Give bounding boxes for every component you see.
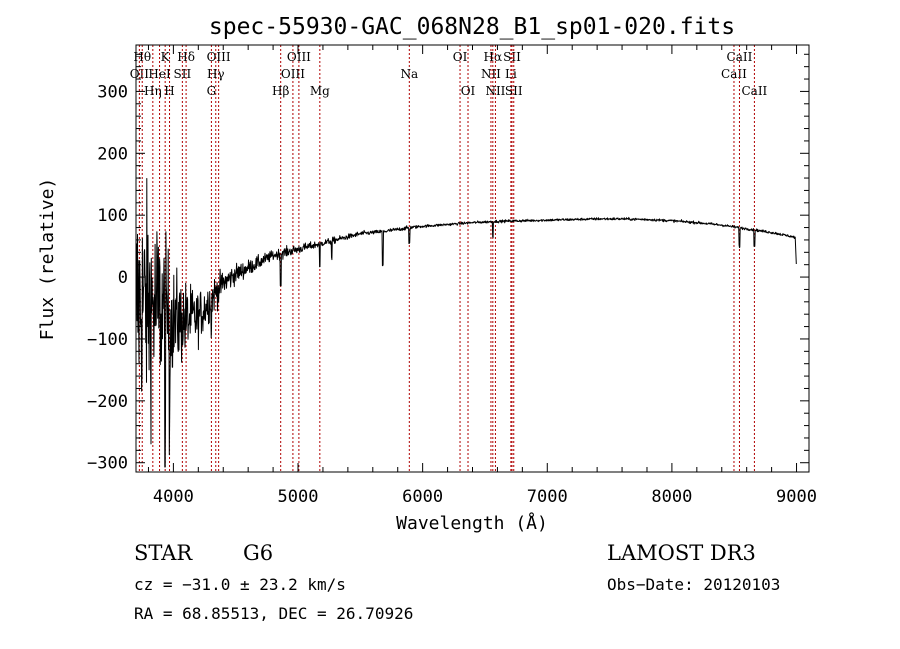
object-subclass: G6 [243,541,273,565]
survey-name: LAMOST DR3 [607,541,756,565]
y-tick-label: −100 [87,330,128,350]
spectral-line-label: OIII [281,67,305,81]
spectral-line-label: SII [174,67,192,81]
x-tick-label: 7000 [527,487,568,507]
spectral-line-label: Hβ [272,84,289,98]
spectral-line-label: Mg [310,84,330,98]
spectral-line-label: NII [485,84,505,98]
spectral-line-label: Hη [144,84,162,98]
y-tick-label: 300 [97,82,128,102]
spectral-line-label: K [161,50,171,64]
spectral-line-label: G [207,84,217,98]
spectral-line-label: OII [130,67,150,81]
spectral-line-label: HeI [148,67,171,81]
spectral-line-label: Hα [484,50,503,64]
x-tick-label: 8000 [651,487,692,507]
spectral-line-label: OIII [207,50,231,64]
spectral-line-label: Hγ [207,67,225,81]
spectral-line-label: CaII [741,84,767,98]
spectral-line-label: OI [453,50,468,64]
spectral-line-label: Hδ [177,50,195,64]
spectral-line-label: H [164,84,174,98]
y-tick-label: 0 [118,268,128,288]
spectral-line-label: Hθ [133,50,151,64]
spectral-line-label: Li [505,67,517,81]
observation-date: Obs−Date: 20120103 [607,575,780,594]
y-axis-title: Flux (relative) [37,178,58,341]
spectral-line-label: SII [505,84,523,98]
spectral-line-label: OI [461,84,476,98]
spectral-line-label: SII [503,50,521,64]
x-tick-label: 9000 [776,487,817,507]
y-axis-ticks: −300 −200 −100 0 100 200 300 [87,53,809,474]
spectral-line-label: Na [400,67,418,81]
spectral-line-label: NII [481,67,501,81]
x-tick-label: 5000 [278,487,319,507]
chart-title: spec-55930-GAC_068N28_B1_sp01-020.fits [209,14,735,40]
coordinates-text: RA = 68.85513, DEC = 26.70926 [134,604,413,623]
x-tick-label: 4000 [153,487,194,507]
redshift-text: cz = −31.0 ± 23.2 km/s [134,575,346,594]
y-tick-label: 200 [97,144,128,164]
object-class: STAR [134,541,193,565]
spectral-line-label: OIII [287,50,311,64]
spectral-line-label: CaII [721,67,747,81]
y-tick-label: −300 [87,454,128,474]
y-tick-label: −200 [87,392,128,412]
spectrum-series-line [135,178,797,468]
info-panel: STAR G6 cz = −31.0 ± 23.2 km/s RA = 68.8… [134,541,780,623]
x-tick-label: 6000 [402,487,443,507]
x-axis-title: Wavelength (Å) [396,512,548,534]
y-tick-label: 100 [97,206,128,226]
spectral-line-label: CaII [727,50,753,64]
x-axis-ticks: 4000 5000 6000 7000 8000 9000 [147,45,817,507]
